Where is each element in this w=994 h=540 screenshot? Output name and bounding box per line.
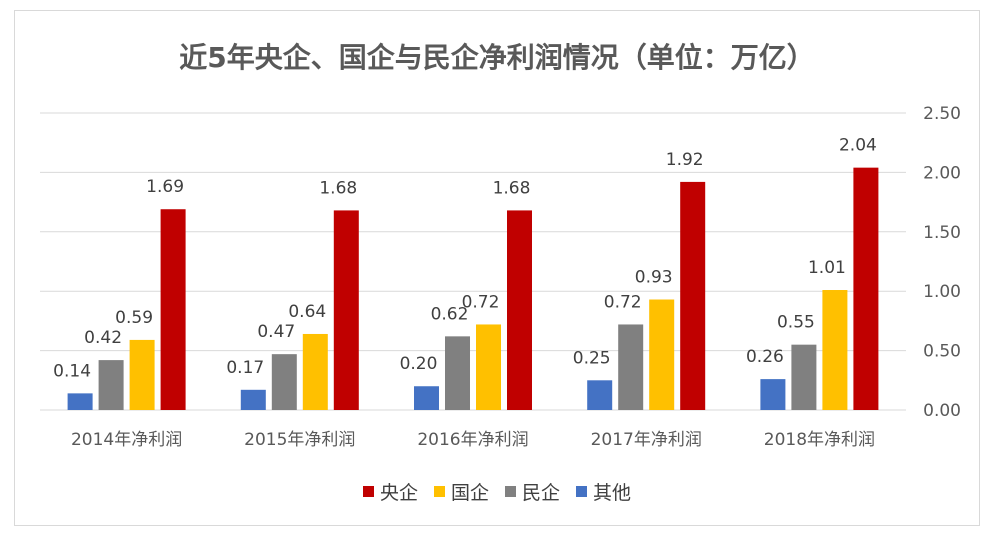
bar — [129, 339, 155, 410]
legend-swatch — [433, 486, 445, 497]
bar — [791, 344, 817, 410]
x-tick-label: 2014年净利润 — [71, 430, 182, 450]
bar — [67, 393, 93, 410]
x-tick-label: 2015年净利润 — [244, 430, 355, 450]
bar — [680, 181, 706, 410]
data-label: 1.68 — [493, 178, 531, 198]
data-label: 0.20 — [400, 354, 438, 374]
data-label: 0.72 — [604, 292, 642, 312]
data-label: 0.26 — [746, 347, 784, 367]
y-tick-label: 1.00 — [923, 282, 961, 302]
legend-item: 其他 — [576, 478, 631, 505]
legend-label: 央企 — [379, 482, 418, 504]
bar — [98, 360, 124, 410]
bar — [240, 389, 266, 410]
data-label: 0.47 — [257, 322, 295, 342]
bar — [507, 210, 532, 410]
bar — [618, 324, 644, 410]
data-label: 0.42 — [84, 328, 122, 348]
bar — [822, 290, 848, 410]
legend-item: 民企 — [505, 478, 560, 505]
data-label: 1.92 — [666, 150, 704, 170]
data-label: 0.14 — [53, 361, 91, 381]
bar — [445, 336, 470, 410]
bar — [333, 210, 359, 410]
bar — [853, 167, 879, 410]
y-tick-label: 2.00 — [923, 163, 961, 183]
data-label: 1.69 — [146, 177, 184, 197]
legend-label: 其他 — [593, 482, 632, 504]
data-label: 1.01 — [808, 258, 846, 278]
bar — [476, 324, 501, 410]
legend-label: 民企 — [522, 482, 561, 504]
y-tick-label: 1.50 — [923, 223, 961, 243]
data-label: 0.62 — [431, 304, 469, 324]
bar — [587, 380, 613, 410]
x-tick-label: 2018年净利润 — [764, 430, 875, 450]
data-label: 0.93 — [635, 268, 673, 288]
legend: 央企 国企 民企 其他 — [0, 478, 994, 505]
bar — [414, 386, 439, 410]
x-tick-label: 2017年净利润 — [591, 430, 702, 450]
y-tick-label: 0.00 — [923, 401, 961, 421]
data-label: 0.25 — [573, 348, 611, 368]
x-tick-label: 2016年净利润 — [417, 430, 528, 450]
legend-swatch — [505, 486, 516, 497]
legend-swatch — [362, 486, 374, 497]
data-label: 0.17 — [226, 358, 264, 378]
bar — [271, 354, 297, 410]
legend-item: 国企 — [433, 478, 489, 505]
data-label: 0.72 — [462, 292, 500, 312]
data-label: 2.04 — [839, 136, 877, 156]
bar — [649, 299, 675, 410]
bar — [160, 209, 186, 410]
chart-title: 近5年央企、国企与民企净利润情况（单位：万亿） — [179, 41, 815, 74]
legend-item: 央企 — [362, 478, 418, 505]
y-tick-label: 0.50 — [923, 342, 961, 362]
bar — [760, 379, 786, 410]
bar — [302, 333, 328, 410]
legend-swatch — [576, 486, 588, 497]
data-label: 1.68 — [319, 178, 357, 198]
data-label: 0.59 — [115, 308, 153, 328]
y-tick-label: 2.50 — [923, 104, 961, 124]
data-label: 0.55 — [777, 313, 815, 333]
data-label: 0.64 — [288, 302, 326, 322]
legend-label: 国企 — [450, 482, 489, 504]
